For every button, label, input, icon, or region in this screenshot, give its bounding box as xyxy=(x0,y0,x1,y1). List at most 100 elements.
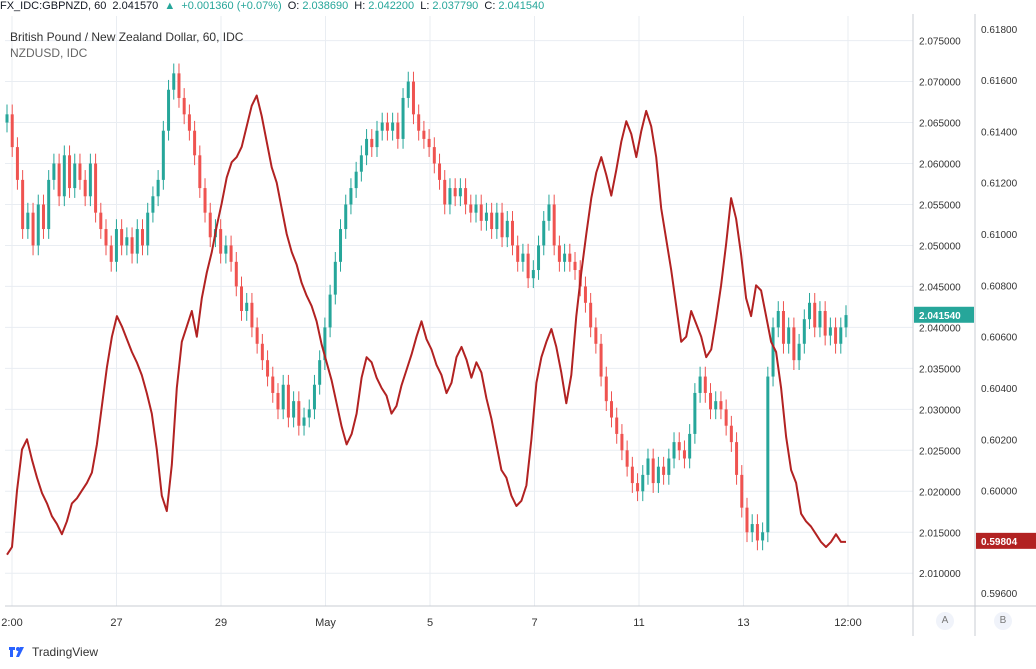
candle-body xyxy=(469,204,473,213)
candle-body xyxy=(552,204,556,246)
x-tick-label: 7 xyxy=(531,617,537,629)
candle-body xyxy=(260,343,264,361)
candle-body xyxy=(594,327,598,344)
candle-body xyxy=(787,327,791,344)
candle-body xyxy=(516,245,520,262)
candle-body xyxy=(240,286,244,311)
low-label: L: xyxy=(420,0,430,12)
candle-body xyxy=(104,229,108,246)
candle-body xyxy=(500,212,504,238)
candle-body xyxy=(615,417,619,434)
candle-body xyxy=(729,425,733,443)
candle-body xyxy=(510,220,514,246)
candle-body xyxy=(391,122,395,131)
candle-body xyxy=(781,311,785,344)
nzdusd-line xyxy=(6,94,846,556)
candle-body xyxy=(114,229,118,262)
candle-body xyxy=(568,253,572,262)
candle-body xyxy=(802,319,806,344)
candle-body xyxy=(542,220,546,246)
scale-a-button[interactable]: A xyxy=(936,612,954,630)
price-change: +0.001360 (+0.07%) xyxy=(181,0,282,12)
last-price: 2.041570 xyxy=(112,0,159,12)
high-value: 2.042200 xyxy=(368,0,415,12)
scale-b-button[interactable]: B xyxy=(994,612,1012,630)
candle-body xyxy=(677,442,681,451)
chart-subtitle: NZDUSD, IDC xyxy=(10,46,88,60)
candle-body xyxy=(401,97,405,139)
candle-body xyxy=(813,302,817,328)
candle-body xyxy=(78,163,82,180)
close-label: C: xyxy=(484,0,496,12)
candle-body xyxy=(73,163,77,189)
y-tick-label-a: 2.015000 xyxy=(919,528,961,539)
y-tick-label-a: 2.075000 xyxy=(919,37,961,48)
candle-body xyxy=(120,229,124,246)
candle-body xyxy=(750,524,754,533)
candle-body xyxy=(766,376,770,533)
candle-body xyxy=(271,376,275,393)
x-tick-label: 29 xyxy=(215,617,227,629)
last-price-label-b: 0.59804 xyxy=(981,537,1018,548)
candle-body xyxy=(21,179,25,230)
candle-body xyxy=(15,147,19,180)
candle-body xyxy=(797,343,801,361)
tradingview-logo[interactable]: TradingView xyxy=(8,645,98,659)
candle-body xyxy=(771,327,775,377)
candle-body xyxy=(255,327,259,344)
candle-body xyxy=(182,97,186,115)
candle-body xyxy=(224,245,228,254)
candle-body xyxy=(109,245,113,262)
candle-body xyxy=(417,114,421,131)
candle-body xyxy=(464,188,468,205)
candle-body xyxy=(5,114,9,123)
candle-body xyxy=(156,179,160,197)
candle-body xyxy=(187,114,191,131)
y-tick-label-b: 0.60200 xyxy=(981,435,1018,446)
candle-body xyxy=(709,392,713,410)
symbol-label[interactable]: FX_IDC:GBPNZD, 60 xyxy=(0,0,107,12)
candle-body xyxy=(479,204,483,221)
candle-body xyxy=(526,253,530,279)
candle-body xyxy=(380,122,384,131)
up-triangle-icon: ▲ xyxy=(164,0,176,12)
candle-body xyxy=(333,261,337,295)
candle-body xyxy=(604,376,608,402)
candle-body xyxy=(57,163,61,197)
candle-body xyxy=(161,130,165,180)
y-tick-label-b: 0.61800 xyxy=(981,25,1018,36)
candle-body xyxy=(724,409,728,426)
candle-body xyxy=(375,130,379,148)
candle-body xyxy=(167,89,171,131)
candle-body xyxy=(339,229,343,262)
candle-body xyxy=(234,261,238,287)
y-tick-label-a: 2.025000 xyxy=(919,446,961,457)
candle-body xyxy=(599,343,603,377)
candle-body xyxy=(620,433,624,451)
close-value: 2.041540 xyxy=(498,0,545,12)
footer: TradingView xyxy=(0,636,1036,669)
candle-body xyxy=(177,73,181,98)
candle-body xyxy=(208,212,212,238)
y-tick-label-a: 2.010000 xyxy=(919,569,961,580)
candle-body xyxy=(344,204,348,230)
candle-body xyxy=(193,130,197,156)
candle-body xyxy=(370,138,374,148)
y-tick-label-a: 2.030000 xyxy=(919,405,961,416)
candle-body xyxy=(276,392,280,410)
candle-body xyxy=(703,376,707,393)
candle-body xyxy=(808,302,812,320)
y-tick-label-a: 2.065000 xyxy=(919,119,961,130)
candle-body xyxy=(41,204,45,230)
candle-body xyxy=(719,401,723,410)
candle-body xyxy=(135,229,139,254)
candle-body xyxy=(453,188,457,197)
candle-body xyxy=(818,311,822,328)
y-tick-label-b: 0.60000 xyxy=(981,487,1018,498)
candle-body xyxy=(646,458,650,475)
candle-body xyxy=(740,474,744,508)
candle-body xyxy=(573,261,577,271)
candle-body xyxy=(630,466,634,484)
candle-body xyxy=(844,315,848,328)
